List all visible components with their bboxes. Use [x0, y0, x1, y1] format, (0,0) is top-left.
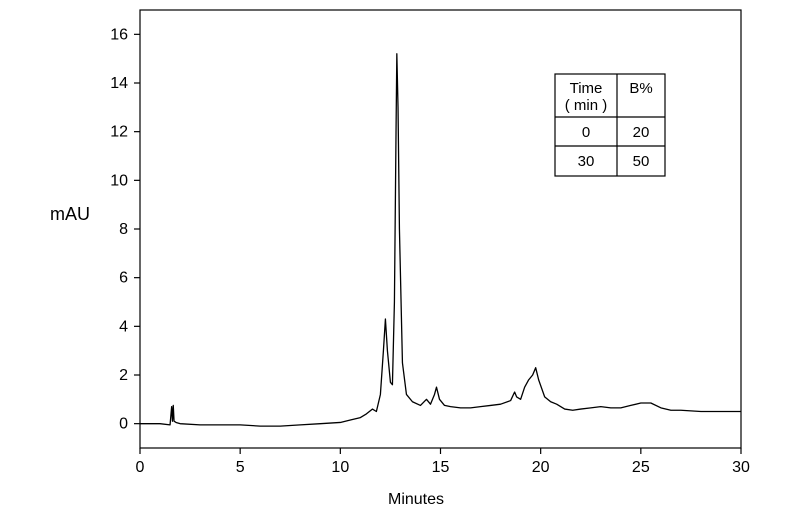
- y-tick-label: 14: [110, 75, 128, 92]
- gradient-table-cell: 30: [578, 153, 595, 170]
- gradient-table-header-time-unit: ( min ): [565, 97, 608, 114]
- y-axis-title: mAU: [50, 204, 90, 224]
- gradient-table-border: [554, 73, 666, 177]
- y-tick-label: 16: [110, 26, 128, 43]
- y-tick-label: 8: [119, 221, 128, 238]
- x-axis: 0 5 10 15 20 25 30: [136, 448, 750, 476]
- y-tick-label: 6: [119, 270, 128, 287]
- x-axis-title: Minutes: [388, 491, 444, 508]
- x-tick-label: 0: [136, 459, 145, 476]
- x-tick-label: 10: [331, 459, 349, 476]
- x-tick-label: 5: [236, 459, 245, 476]
- y-tick-label: 2: [119, 367, 128, 384]
- y-tick-label: 0: [119, 416, 128, 433]
- gradient-table-header-b-percent: B%: [629, 80, 652, 97]
- chromatogram-trace: [140, 53, 741, 427]
- gradient-table-cell: 20: [633, 124, 650, 141]
- gradient-table: Time ( min ) B% 0 20 30 50: [554, 73, 666, 177]
- x-tick-label: 15: [432, 459, 450, 476]
- gradient-table-cell: 0: [582, 124, 590, 141]
- gradient-table-header-time: Time: [570, 80, 603, 97]
- x-tick-label: 30: [732, 459, 750, 476]
- x-tick-label: 25: [632, 459, 650, 476]
- y-tick-label: 10: [110, 172, 128, 189]
- y-tick-label: 12: [110, 124, 128, 141]
- gradient-table-cell: 50: [633, 153, 650, 170]
- x-tick-label: 20: [532, 459, 550, 476]
- y-tick-label: 4: [119, 318, 128, 335]
- y-axis: 0 2 4 6 8 10 12 14 16: [110, 26, 140, 433]
